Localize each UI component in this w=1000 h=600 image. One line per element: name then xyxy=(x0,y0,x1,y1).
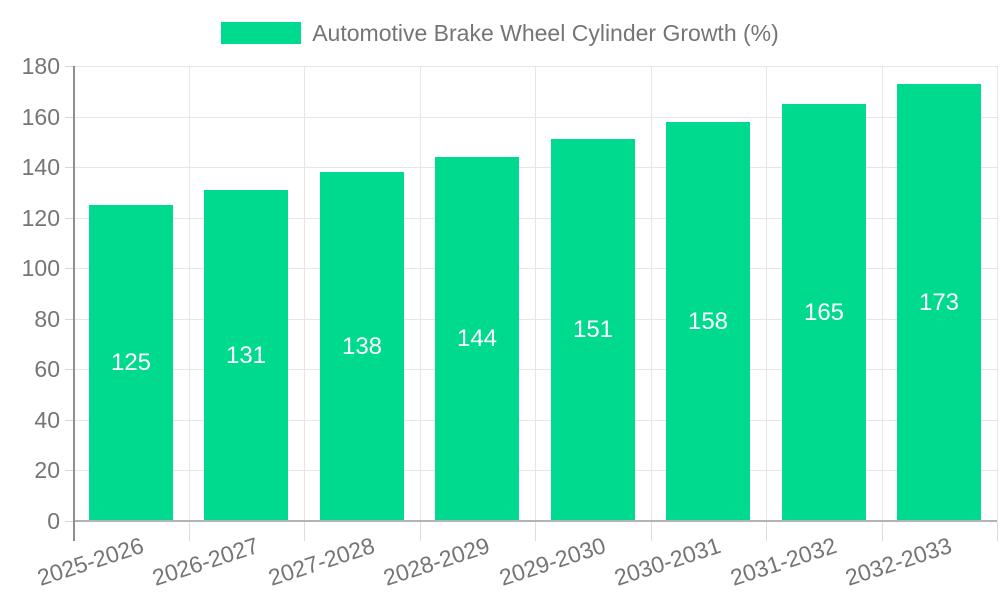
gridline-vertical xyxy=(997,66,998,521)
y-axis-tick xyxy=(65,420,73,421)
x-axis-tick xyxy=(651,521,652,541)
gridline-vertical xyxy=(651,66,652,521)
y-axis-tick xyxy=(65,268,73,269)
y-tick-label: 20 xyxy=(34,457,60,483)
gridline-vertical xyxy=(766,66,767,521)
y-tick-label: 60 xyxy=(34,356,60,382)
x-tick-label: 2032-2033 xyxy=(842,532,955,591)
gridline-vertical xyxy=(420,66,421,521)
bar xyxy=(666,122,750,521)
x-axis-line xyxy=(73,520,997,522)
y-axis-tick xyxy=(65,369,73,370)
bar-value-label: 125 xyxy=(110,349,152,376)
gridline-vertical xyxy=(882,66,883,521)
bar xyxy=(89,205,173,521)
bar-value-label: 131 xyxy=(225,342,267,369)
y-tick-label: 0 xyxy=(47,508,60,534)
y-tick-label: 140 xyxy=(21,154,60,180)
y-axis-line xyxy=(73,66,75,541)
gridline-vertical xyxy=(535,66,536,521)
bar xyxy=(435,157,519,521)
y-axis-tick xyxy=(65,167,73,168)
gridline-vertical xyxy=(189,66,190,521)
x-axis-tick xyxy=(766,521,767,541)
y-tick-label: 80 xyxy=(34,306,60,332)
y-axis-tick xyxy=(65,470,73,471)
bar-value-label: 158 xyxy=(687,308,729,335)
x-tick-label: 2027-2028 xyxy=(265,532,378,591)
y-tick-label: 100 xyxy=(21,255,60,281)
y-axis-tick xyxy=(65,521,73,522)
bar-value-label: 151 xyxy=(572,316,614,343)
x-tick-label: 2031-2032 xyxy=(727,532,840,591)
x-tick-label: 2028-2029 xyxy=(380,532,493,591)
x-axis-tick xyxy=(997,521,998,541)
x-tick-label: 2026-2027 xyxy=(149,532,262,591)
x-axis-tick xyxy=(189,521,190,541)
y-tick-label: 40 xyxy=(34,407,60,433)
legend-swatch xyxy=(221,22,302,44)
y-axis-tick xyxy=(65,319,73,320)
x-axis-tick xyxy=(420,521,421,541)
y-axis-tick xyxy=(65,117,73,118)
bar-value-label: 138 xyxy=(341,333,383,360)
y-tick-label: 120 xyxy=(21,205,60,231)
bar xyxy=(320,172,404,521)
x-axis-tick xyxy=(535,521,536,541)
x-axis-tick xyxy=(304,521,305,541)
y-tick-label: 160 xyxy=(21,104,60,130)
legend-label: Automotive Brake Wheel Cylinder Growth (… xyxy=(312,20,779,46)
bar-value-label: 173 xyxy=(918,289,960,316)
bar xyxy=(897,84,981,521)
x-tick-label: 2030-2031 xyxy=(611,532,724,591)
x-tick-label: 2029-2030 xyxy=(496,532,609,591)
x-tick-label: 2025-2026 xyxy=(34,532,147,591)
y-axis-tick xyxy=(65,218,73,219)
x-axis-tick xyxy=(882,521,883,541)
bar-value-label: 144 xyxy=(456,325,498,352)
y-axis-tick xyxy=(65,66,73,67)
bar xyxy=(551,139,635,521)
legend: Automotive Brake Wheel Cylinder Growth (… xyxy=(0,21,1000,45)
bar xyxy=(204,190,288,521)
bar-value-label: 165 xyxy=(803,299,845,326)
bar xyxy=(782,104,866,521)
y-tick-label: 180 xyxy=(21,53,60,79)
gridline-vertical xyxy=(304,66,305,521)
